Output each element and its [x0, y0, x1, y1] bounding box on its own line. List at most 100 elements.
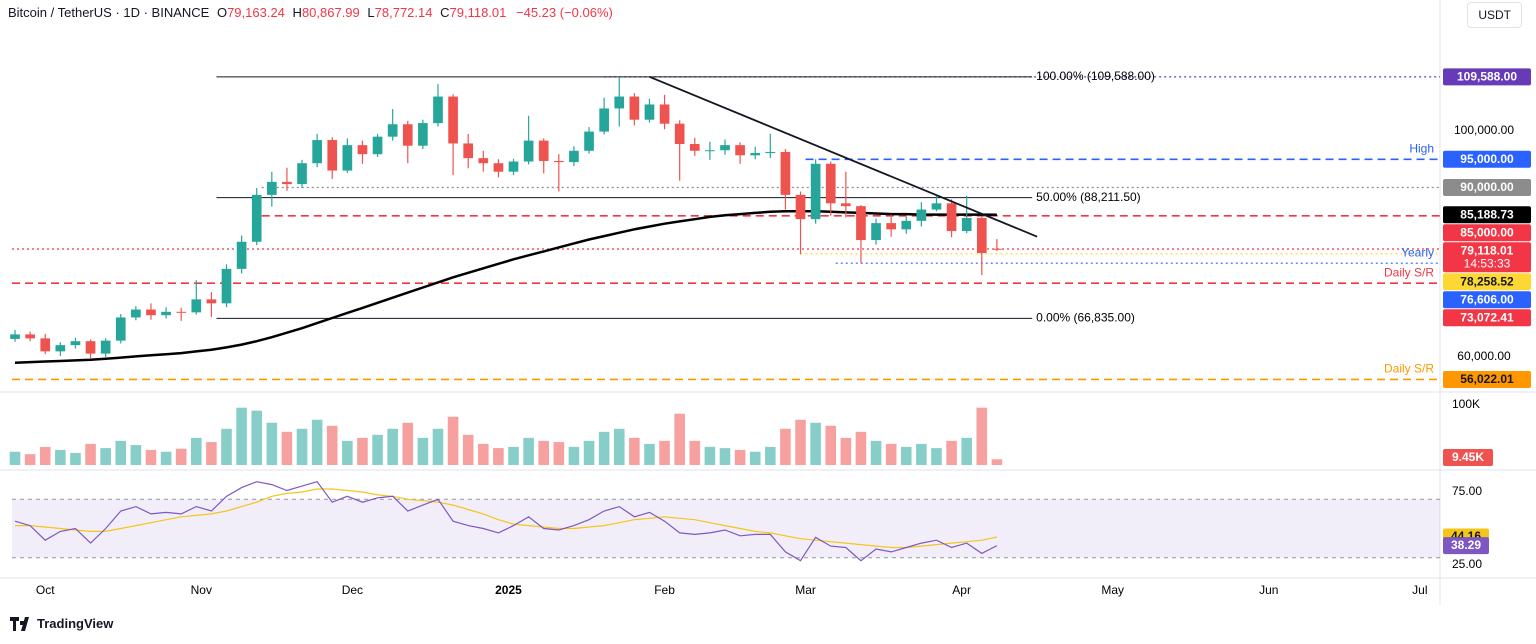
volume-bar: [39, 446, 51, 465]
candle-body: [916, 209, 927, 221]
price-tag-countdown: 14:53:33: [1464, 256, 1511, 270]
branding: TradingView: [10, 616, 113, 631]
candle-body: [55, 345, 66, 352]
candle-body: [569, 150, 579, 163]
candle-body: [478, 158, 489, 164]
candle-body: [342, 145, 353, 171]
candle-body: [871, 223, 881, 241]
x-tick-label: Jul: [1412, 583, 1427, 597]
ohlc-value: 79,118.01: [449, 5, 507, 20]
candle-body: [266, 181, 277, 195]
candle-body: [720, 145, 730, 151]
y-tick-label: 100,000.00: [1454, 123, 1514, 137]
candle-body: [191, 299, 202, 313]
price-tag: [1443, 291, 1531, 309]
trendline: [649, 76, 1038, 238]
price-tag: [1443, 150, 1531, 168]
chart: Oct Nov Dec 2025 Feb Mar Apr May Jun Jul 100,000.0…: [0, 0, 1536, 605]
volume-bar: [296, 428, 308, 465]
candle-body: [901, 220, 912, 230]
volume-bar: [765, 446, 776, 465]
candle-body: [689, 144, 700, 151]
price-tag-label: 76,606.00: [1460, 292, 1514, 306]
price-tag: [1443, 224, 1531, 242]
volume-bar: [447, 416, 459, 465]
price-tag-label: 56,022.01: [1460, 372, 1514, 386]
candle-body: [176, 311, 187, 313]
x-tick-label: 2025: [495, 583, 522, 597]
x-tick-label: Apr: [952, 583, 971, 597]
currency-button[interactable]: USDT: [1467, 2, 1522, 28]
candle-body: [992, 248, 1002, 250]
candle-body: [100, 340, 111, 354]
volume-bar: [24, 454, 36, 465]
price-tag-label: 79,118.01: [1461, 243, 1514, 257]
volume-bar: [931, 448, 942, 465]
volume-bar: [538, 440, 550, 465]
candle-body: [584, 131, 594, 151]
volume-bar: [342, 440, 353, 465]
candle-body: [735, 145, 745, 156]
x-tick-label: Mar: [795, 583, 816, 597]
level-note: Yearly: [1401, 245, 1434, 259]
candle-body: [418, 123, 428, 146]
candle-body: [282, 181, 292, 185]
candle-body: [372, 136, 383, 155]
candle-body: [146, 309, 156, 316]
volume-bar: [478, 443, 489, 465]
candle-body: [946, 203, 957, 232]
candle-body: [553, 160, 564, 163]
candle-body: [85, 341, 96, 354]
ohlc-value: 80,867.99: [301, 5, 360, 20]
candle-body: [70, 341, 81, 346]
volume-bar: [553, 442, 565, 465]
ohlc-key: O: [216, 5, 228, 20]
candle-body: [961, 218, 972, 232]
candle-body: [206, 299, 217, 304]
price-tag-label: 85,000.00: [1460, 225, 1514, 239]
candle-body: [931, 203, 942, 210]
candle-body: [312, 140, 322, 164]
volume-bar: [916, 443, 927, 465]
candle-body: [659, 104, 670, 124]
volume-bar: [221, 428, 232, 465]
rsi-ma-line: [15, 488, 998, 549]
candle-body: [629, 96, 640, 120]
volume-bar: [130, 445, 142, 465]
volume-bar: [115, 440, 127, 465]
volume-tag: [1443, 449, 1493, 466]
ohlc-key: L: [367, 5, 375, 20]
volume-bar: [417, 437, 429, 465]
candle-body: [674, 123, 685, 145]
fib-label: 100.00% (109,588.00): [1036, 69, 1155, 83]
symbol: Bitcoin / TetherUS · 1D · BINANCE: [8, 5, 210, 20]
volume-bar: [598, 431, 610, 465]
candle-body: [508, 161, 519, 172]
volume-bar: [689, 440, 701, 465]
rsi-tick-label: 75.00: [1452, 484, 1482, 498]
candle-body: [614, 96, 625, 109]
volume-bar: [885, 443, 897, 465]
candle-body: [433, 96, 443, 124]
level-note: Daily S/R: [1384, 265, 1434, 279]
volume-tag-label: 9.45K: [1452, 450, 1484, 464]
volume-bar: [825, 425, 837, 465]
volume-bar: [795, 419, 806, 465]
volume-bar: [629, 437, 640, 465]
volume-bar: [613, 428, 625, 465]
candle-body: [251, 194, 262, 242]
volume-bar: [266, 422, 278, 465]
price-tag: [1443, 309, 1531, 327]
candle-body: [161, 311, 171, 316]
volume-bar: [9, 451, 21, 465]
candle-body: [327, 140, 338, 171]
candle-body: [297, 163, 307, 185]
volume-bar: [100, 448, 111, 465]
ohlc-key: H: [292, 5, 302, 20]
volume-bar: [810, 422, 821, 465]
ma200-line: [14, 209, 997, 364]
x-tick-label: Jun: [1259, 583, 1278, 597]
candle-body: [523, 140, 534, 162]
volume-bar: [976, 407, 988, 465]
